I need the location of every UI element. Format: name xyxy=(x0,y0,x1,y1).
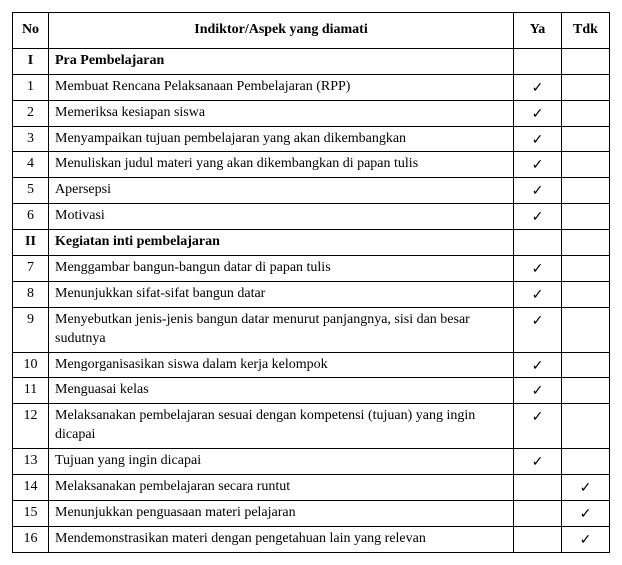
cell-aspek: Pra Pembelajaran xyxy=(49,48,514,74)
table-row: 5Apersepsi✓ xyxy=(13,178,610,204)
col-header-ya: Ya xyxy=(514,13,562,49)
cell-ya: ✓ xyxy=(514,449,562,475)
cell-no: 4 xyxy=(13,152,49,178)
cell-ya xyxy=(514,526,562,552)
cell-tdk xyxy=(562,449,610,475)
table-row: 14Melaksanakan pembelajaran secara runtu… xyxy=(13,475,610,501)
cell-no: 16 xyxy=(13,526,49,552)
cell-ya xyxy=(514,500,562,526)
cell-aspek: Melaksanakan pembelajaran secara runtut xyxy=(49,475,514,501)
cell-ya: ✓ xyxy=(514,152,562,178)
cell-ya: ✓ xyxy=(514,281,562,307)
cell-tdk xyxy=(562,404,610,449)
cell-ya: ✓ xyxy=(514,256,562,282)
cell-ya: ✓ xyxy=(514,204,562,230)
cell-ya: ✓ xyxy=(514,100,562,126)
cell-tdk: ✓ xyxy=(562,526,610,552)
cell-no: 5 xyxy=(13,178,49,204)
cell-tdk xyxy=(562,48,610,74)
cell-aspek: Apersepsi xyxy=(49,178,514,204)
cell-no: 11 xyxy=(13,378,49,404)
cell-aspek: Memeriksa kesiapan siswa xyxy=(49,100,514,126)
cell-tdk: ✓ xyxy=(562,500,610,526)
cell-ya xyxy=(514,48,562,74)
cell-tdk xyxy=(562,152,610,178)
cell-tdk xyxy=(562,256,610,282)
table-row: 15Menunjukkan penguasaan materi pelajara… xyxy=(13,500,610,526)
cell-tdk xyxy=(562,126,610,152)
cell-tdk xyxy=(562,100,610,126)
cell-no: 6 xyxy=(13,204,49,230)
cell-no: 15 xyxy=(13,500,49,526)
cell-ya: ✓ xyxy=(514,307,562,352)
cell-ya: ✓ xyxy=(514,74,562,100)
cell-aspek: Menggambar bangun-bangun datar di papan … xyxy=(49,256,514,282)
table-row: 4Menuliskan judul materi yang akan dikem… xyxy=(13,152,610,178)
cell-no: 1 xyxy=(13,74,49,100)
cell-aspek: Menunjukkan penguasaan materi pelajaran xyxy=(49,500,514,526)
cell-no: 13 xyxy=(13,449,49,475)
col-header-no: No xyxy=(13,13,49,49)
table-row: 16Mendemonstrasikan materi dengan penget… xyxy=(13,526,610,552)
cell-tdk xyxy=(562,378,610,404)
table-row: 11Menguasai kelas✓ xyxy=(13,378,610,404)
cell-ya xyxy=(514,475,562,501)
cell-tdk xyxy=(562,281,610,307)
cell-ya: ✓ xyxy=(514,178,562,204)
observation-table: No Indiktor/Aspek yang diamati Ya Tdk IP… xyxy=(12,12,610,553)
col-header-aspek: Indiktor/Aspek yang diamati xyxy=(49,13,514,49)
cell-tdk xyxy=(562,352,610,378)
cell-tdk: ✓ xyxy=(562,475,610,501)
cell-no: 14 xyxy=(13,475,49,501)
cell-no: 7 xyxy=(13,256,49,282)
cell-no: I xyxy=(13,48,49,74)
table-row: 12Melaksanakan pembelajaran sesuai denga… xyxy=(13,404,610,449)
cell-aspek: Tujuan yang ingin dicapai xyxy=(49,449,514,475)
cell-aspek: Menguasai kelas xyxy=(49,378,514,404)
cell-no: 10 xyxy=(13,352,49,378)
cell-tdk xyxy=(562,204,610,230)
cell-aspek: Menyampaikan tujuan pembelajaran yang ak… xyxy=(49,126,514,152)
table-row: 1Membuat Rencana Pelaksanaan Pembelajara… xyxy=(13,74,610,100)
cell-tdk xyxy=(562,230,610,256)
cell-tdk xyxy=(562,178,610,204)
cell-aspek: Mendemonstrasikan materi dengan pengetah… xyxy=(49,526,514,552)
cell-no: 9 xyxy=(13,307,49,352)
table-header-row: No Indiktor/Aspek yang diamati Ya Tdk xyxy=(13,13,610,49)
cell-no: II xyxy=(13,230,49,256)
table-row: 6Motivasi✓ xyxy=(13,204,610,230)
cell-no: 12 xyxy=(13,404,49,449)
table-row: 7Menggambar bangun-bangun datar di papan… xyxy=(13,256,610,282)
cell-aspek: Melaksanakan pembelajaran sesuai dengan … xyxy=(49,404,514,449)
table-section-row: IIKegiatan inti pembelajaran xyxy=(13,230,610,256)
table-row: 13Tujuan yang ingin dicapai✓ xyxy=(13,449,610,475)
table-row: 2Memeriksa kesiapan siswa✓ xyxy=(13,100,610,126)
cell-aspek: Menyebutkan jenis-jenis bangun datar men… xyxy=(49,307,514,352)
table-row: 8Menunjukkan sifat-sifat bangun datar✓ xyxy=(13,281,610,307)
col-header-tdk: Tdk xyxy=(562,13,610,49)
cell-aspek: Membuat Rencana Pelaksanaan Pembelajaran… xyxy=(49,74,514,100)
cell-aspek: Menunjukkan sifat-sifat bangun datar xyxy=(49,281,514,307)
cell-ya: ✓ xyxy=(514,378,562,404)
cell-no: 2 xyxy=(13,100,49,126)
cell-no: 8 xyxy=(13,281,49,307)
cell-aspek: Kegiatan inti pembelajaran xyxy=(49,230,514,256)
cell-ya: ✓ xyxy=(514,404,562,449)
cell-aspek: Menuliskan judul materi yang akan dikemb… xyxy=(49,152,514,178)
cell-ya: ✓ xyxy=(514,126,562,152)
table-row: 3Menyampaikan tujuan pembelajaran yang a… xyxy=(13,126,610,152)
table-row: 9Menyebutkan jenis-jenis bangun datar me… xyxy=(13,307,610,352)
cell-aspek: Motivasi xyxy=(49,204,514,230)
cell-aspek: Mengorganisasikan siswa dalam kerja kelo… xyxy=(49,352,514,378)
table-row: 10Mengorganisasikan siswa dalam kerja ke… xyxy=(13,352,610,378)
cell-tdk xyxy=(562,307,610,352)
cell-no: 3 xyxy=(13,126,49,152)
table-section-row: IPra Pembelajaran xyxy=(13,48,610,74)
cell-ya xyxy=(514,230,562,256)
cell-tdk xyxy=(562,74,610,100)
cell-ya: ✓ xyxy=(514,352,562,378)
